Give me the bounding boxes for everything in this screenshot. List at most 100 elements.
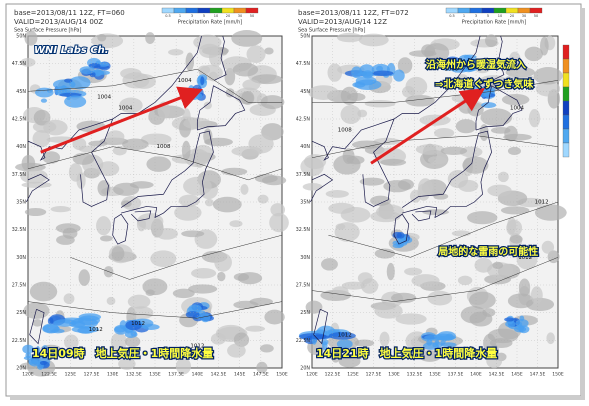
cloud: [214, 252, 232, 272]
lat-label: 37.5N: [12, 172, 27, 178]
coastline: [25, 173, 50, 203]
precipitation: [396, 232, 405, 239]
isobar-label: 1012: [518, 255, 532, 261]
cloud: [534, 204, 567, 221]
cloud: [330, 347, 341, 363]
coastline: [131, 210, 152, 222]
colorbar-cell: [185, 7, 199, 14]
cloud: [530, 286, 543, 305]
cloud: [357, 272, 373, 285]
cloud: [88, 140, 108, 147]
cloud: [485, 34, 498, 48]
lon-label: 137.5E: [168, 372, 184, 378]
cloud: [462, 156, 489, 174]
precipitation: [42, 345, 48, 353]
cloud: [308, 85, 339, 100]
precipitation: [22, 344, 34, 354]
cloud: [178, 194, 200, 207]
cloud: [374, 302, 403, 319]
cloud: [518, 278, 531, 297]
cloud: [33, 109, 51, 126]
cloud: [251, 74, 283, 85]
cloud: [498, 171, 509, 183]
cloud: [374, 248, 396, 259]
caption: 14日21時 地上気圧・1時間降水量: [316, 346, 497, 360]
coastline: [313, 309, 328, 345]
cloud: [257, 194, 269, 204]
precipitation: [392, 243, 404, 249]
cloud: [528, 109, 541, 128]
isobar-label: 1004: [97, 94, 111, 100]
lon-label: 132.5E: [126, 372, 142, 378]
precipitation: [359, 64, 375, 77]
coastline: [120, 130, 214, 219]
precipitation: [69, 321, 86, 328]
cloud: [486, 353, 503, 369]
lon-label: 150E: [276, 372, 288, 378]
colorbar-label: 50: [534, 14, 538, 18]
colorbar-label: 10: [214, 14, 218, 18]
lon-label: 145E: [511, 372, 523, 378]
isobar-label: 1004: [510, 105, 524, 111]
cloud: [224, 67, 236, 86]
precipitation: [68, 76, 91, 90]
colorbar-cell: [529, 7, 543, 14]
cloud: [370, 210, 401, 223]
isobar: [312, 80, 559, 103]
cloud: [492, 261, 504, 270]
cloud: [302, 183, 323, 191]
cloud: [327, 63, 343, 82]
cloud: [142, 278, 168, 296]
lon-label: 140E: [192, 372, 204, 378]
cloud: [507, 293, 534, 309]
cloud: [21, 181, 52, 188]
coastline: [29, 309, 45, 345]
lon-label: 122.5E: [41, 372, 57, 378]
cloud: [434, 128, 455, 139]
precipitation: [515, 318, 529, 328]
side-colorbar-cell: [562, 58, 570, 74]
cloud: [359, 177, 385, 186]
annotation: 局地的な雷雨の可能性: [437, 245, 538, 258]
isobar-label: 1004: [118, 105, 132, 111]
cloud: [204, 198, 214, 207]
colorbar-label: 1: [463, 14, 465, 18]
lon-label: 135E: [149, 372, 161, 378]
cloud: [193, 34, 222, 51]
cloud: [63, 293, 75, 305]
cloud: [241, 91, 255, 105]
cloud: [379, 331, 390, 347]
cloud: [405, 94, 435, 107]
cloud: [136, 213, 164, 230]
colorbar-cell: [457, 7, 471, 14]
cloud: [43, 119, 68, 136]
precipitation: [328, 332, 356, 340]
cloud: [424, 43, 450, 63]
cloud: [533, 67, 563, 85]
lon-label: 127.5E: [84, 372, 100, 378]
isobar: [27, 146, 283, 181]
cloud: [233, 332, 250, 348]
cloud: [55, 223, 81, 234]
annotation: 沿海州から暖湿気流入: [426, 58, 526, 71]
valid-text: VALID=2013/AUG/14 12Z: [298, 18, 387, 26]
cloud: [515, 65, 526, 77]
watermark: WNI Labs Ch.: [34, 45, 109, 56]
colorbar-cell: [445, 7, 459, 14]
cloud: [150, 250, 177, 267]
cloud: [106, 130, 125, 143]
cloud: [175, 357, 191, 375]
precipitation: [371, 70, 394, 77]
cloud: [451, 230, 471, 237]
lat-label: 35N: [300, 200, 310, 206]
precipitation: [454, 58, 465, 67]
cloud: [110, 332, 127, 351]
cloud: [264, 47, 274, 55]
precipitation: [25, 352, 32, 359]
precipitation: [35, 345, 41, 356]
colorbar-cell: [505, 7, 519, 14]
side-colorbar-cell: [562, 86, 570, 102]
lat-label: 22.5N: [12, 338, 27, 344]
coastline: [393, 213, 410, 245]
